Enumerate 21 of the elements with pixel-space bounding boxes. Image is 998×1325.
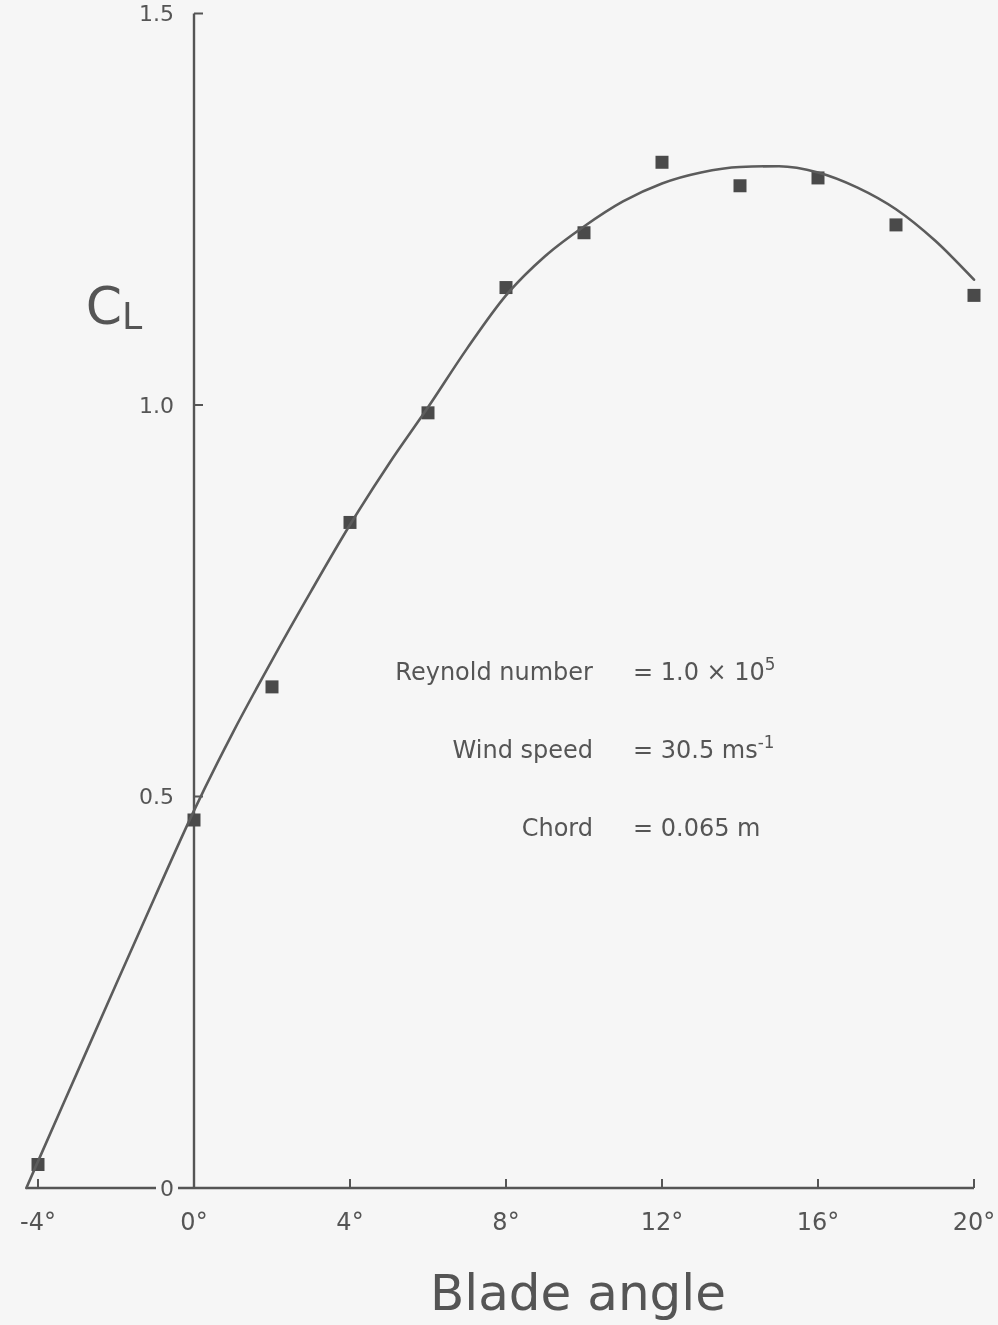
point	[655, 155, 669, 169]
point	[733, 179, 747, 193]
x-tick-label: 4°	[336, 1208, 364, 1236]
point	[889, 218, 903, 232]
x-tick-label: -4°	[20, 1208, 56, 1236]
y-tick-label: 0	[160, 1175, 174, 1201]
x-tick-label: 0°	[180, 1208, 208, 1236]
point	[967, 288, 981, 302]
x-tick-label: 8°	[492, 1208, 520, 1236]
y-tick-label: 0.5	[139, 784, 174, 809]
x-axis-title: Blade angle	[430, 1264, 726, 1322]
x-tick-label: 12°	[640, 1208, 684, 1236]
text: Wind speed = 30.5 ms$^{-1}$	[452, 732, 775, 764]
y-axis-title: C$_{L}$	[85, 276, 144, 339]
y-tick-label: 1.5	[139, 1, 174, 26]
y-tick-label: 1.0	[139, 392, 174, 418]
point	[265, 680, 279, 694]
text: Reynold number = 1.0 × 10$^{5}$	[395, 654, 776, 686]
x-tick-label: 20°	[952, 1208, 996, 1236]
text: Chord = 0.065 m	[521, 814, 761, 842]
x-tick-label: 16°	[796, 1208, 840, 1236]
